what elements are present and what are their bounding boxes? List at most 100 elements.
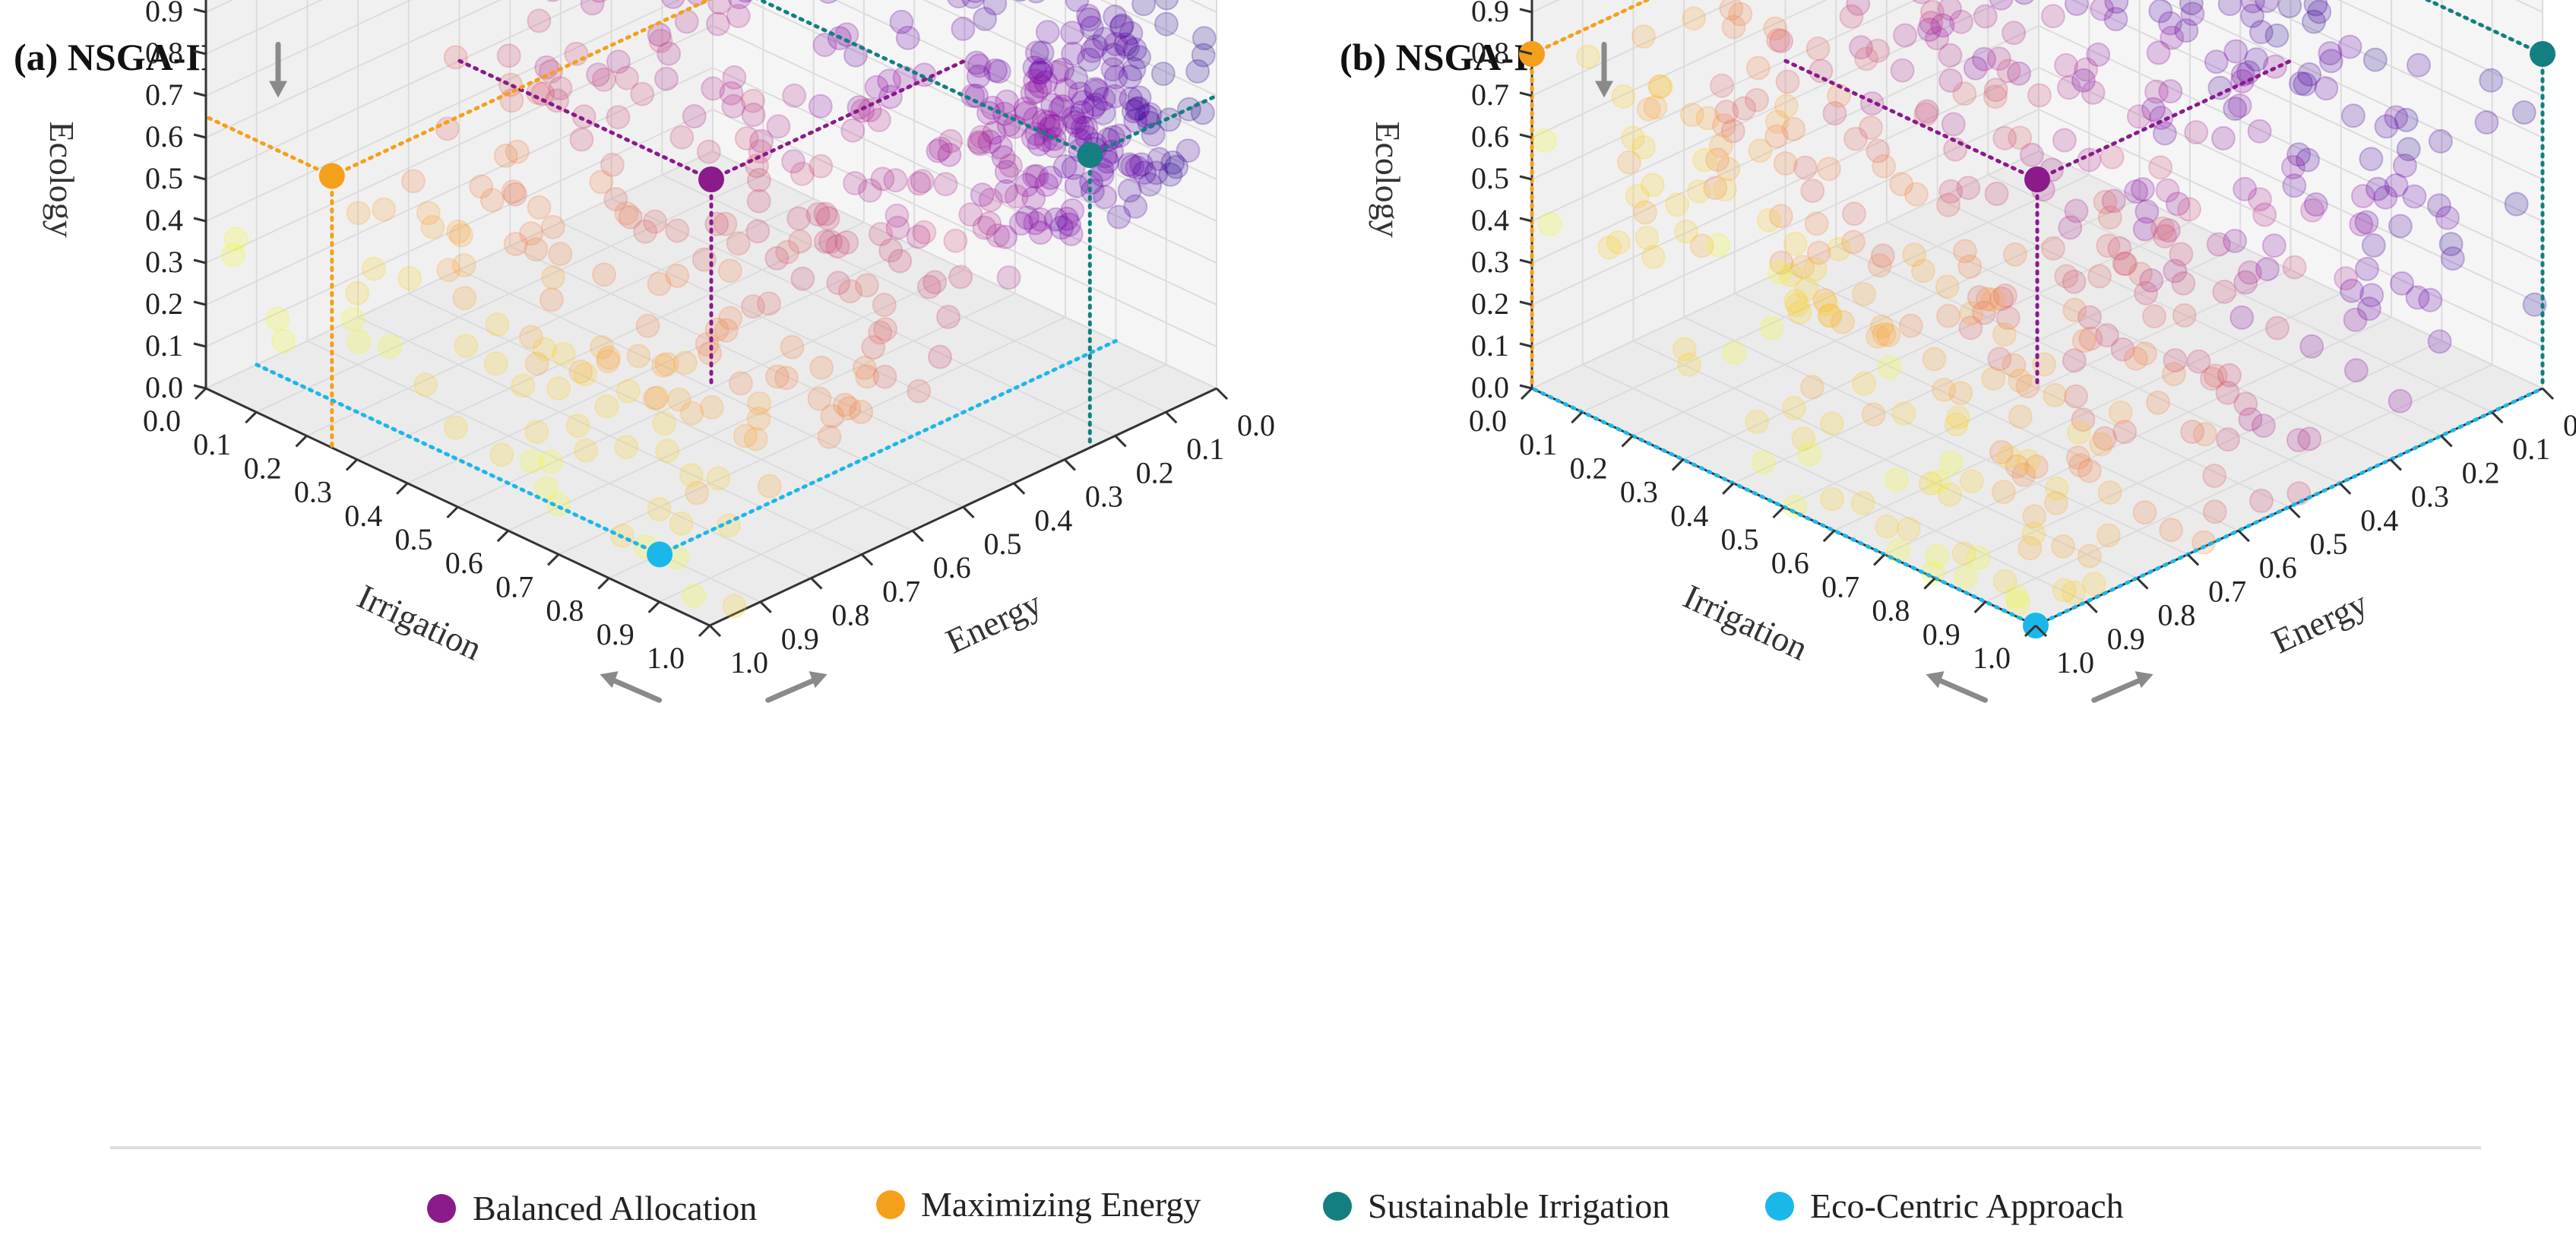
scatter-point [1109,14,1134,40]
guide-y [1530,0,1652,56]
scatter-point [2240,3,2264,28]
scatter-point [1092,27,1117,52]
scatter-point [568,359,593,384]
scatter-point [2392,154,2417,178]
arrow-right-icon [809,671,828,689]
gridline [205,0,1217,97]
legend-marker [1323,1192,1352,1221]
scatter-point [347,329,372,354]
scatter-point [2179,0,2204,16]
scatter-point [1122,57,1147,82]
scatter-point [1783,289,1809,314]
guide-x [204,115,334,178]
scatter-point [592,262,616,287]
scatter-point [764,246,790,271]
tick-mark [911,530,924,543]
scatter-point [1679,103,1704,127]
scatter-point [1889,172,1914,197]
arrow-left-icon [611,677,663,703]
scatter-point [982,120,1007,145]
scatter-point [633,219,658,244]
scatter-point [1812,288,1837,312]
scatter-point [2002,353,2027,378]
scatter-point [1135,104,1159,129]
scatter-point [1150,62,1176,87]
arrow-right-icon [2135,671,2154,689]
scatter-point [682,104,707,128]
scatter-point [786,206,812,231]
scatter-point [452,286,477,311]
tick-label: 0.6 [1471,119,1509,154]
scatter-point [1038,165,1063,190]
scatter-point [372,197,397,222]
scatter-point [983,0,1008,16]
tick-label: 0.1 [193,427,231,461]
scatter-point [1975,287,2000,312]
scatter-point [1820,486,1845,512]
scatter-point [2244,47,2269,72]
irrigation-ticks: 0.0 0.1 0.2 0.3 0.4 0.5 0.6 0.7 0.8 0.9 1.0 [143,387,711,675]
scatter-point [2282,173,2307,198]
irrigation-axis-label: Irrigation [352,577,488,668]
tick-label: 1.0 [647,641,685,675]
scatter-point [1125,155,1150,180]
scatter-point [1064,173,1089,198]
scatter-point [1769,29,1794,53]
scatter-point [2056,75,2081,100]
scatter-point [2202,464,2227,488]
scatter-point [1958,315,1983,341]
scatter-point [996,265,1021,290]
scatter-point [1611,84,1636,109]
scatter-point [852,355,877,380]
scatter-point [2064,0,2089,16]
scatter-point [485,312,510,337]
gridline [508,293,1016,532]
panel-nsga-iii: (b) NSGA-III 0.00.10.20.30.40.50.60.70.8… [1340,0,2576,703]
scatter-point [964,84,989,109]
scatter-point [2093,189,2118,214]
scatter-point [1074,116,1099,141]
legend-item-maximizing-energy: Maximizing Energy [876,1185,1201,1224]
scatter-point [937,142,962,167]
tick-label: 0.9 [597,617,635,651]
scatter-point [805,202,831,227]
scatter-point [1083,77,1108,102]
scatter-point [2314,76,2339,101]
scatter-point [2359,283,2385,308]
scatter-point [1024,79,1049,104]
scatter-point [826,271,851,296]
scatter-point [2384,173,2409,198]
scatter-point [1919,11,1944,36]
gridline [205,0,1217,138]
tick-mark [396,482,409,495]
scatter-point [1842,201,1866,227]
scatter-point [741,294,765,319]
tick-label: 0.2 [2462,455,2500,489]
scatter-point [951,16,976,41]
scatter-point [435,116,460,141]
scatter-point [2265,315,2290,341]
scatter-point [815,206,840,231]
scatter-point [2307,0,2332,24]
scatter-point [1160,150,1185,175]
scatter-point [1141,122,1166,147]
tick-label: 0.7 [495,569,533,603]
scatter-point [958,202,983,227]
scatter-point [635,313,660,338]
scatter-point [1816,157,1841,182]
tick-label: 0.7 [1471,78,1509,112]
tick-mark [1520,387,1533,401]
highlight-marker [2024,166,2050,192]
scatter-point [2207,75,2233,100]
tick-label: 0.3 [294,475,332,509]
tick-mark [496,530,509,543]
scatter-point [2097,205,2122,230]
scatter-point [986,223,1011,248]
scatter-point [701,76,726,101]
scatter-point [1938,179,1964,204]
scatter-point [2286,142,2312,167]
scatter-point [1043,114,1067,138]
scatter-point [2288,71,2313,96]
scatter-point [2100,144,2125,169]
scatter-point [2096,233,2121,258]
